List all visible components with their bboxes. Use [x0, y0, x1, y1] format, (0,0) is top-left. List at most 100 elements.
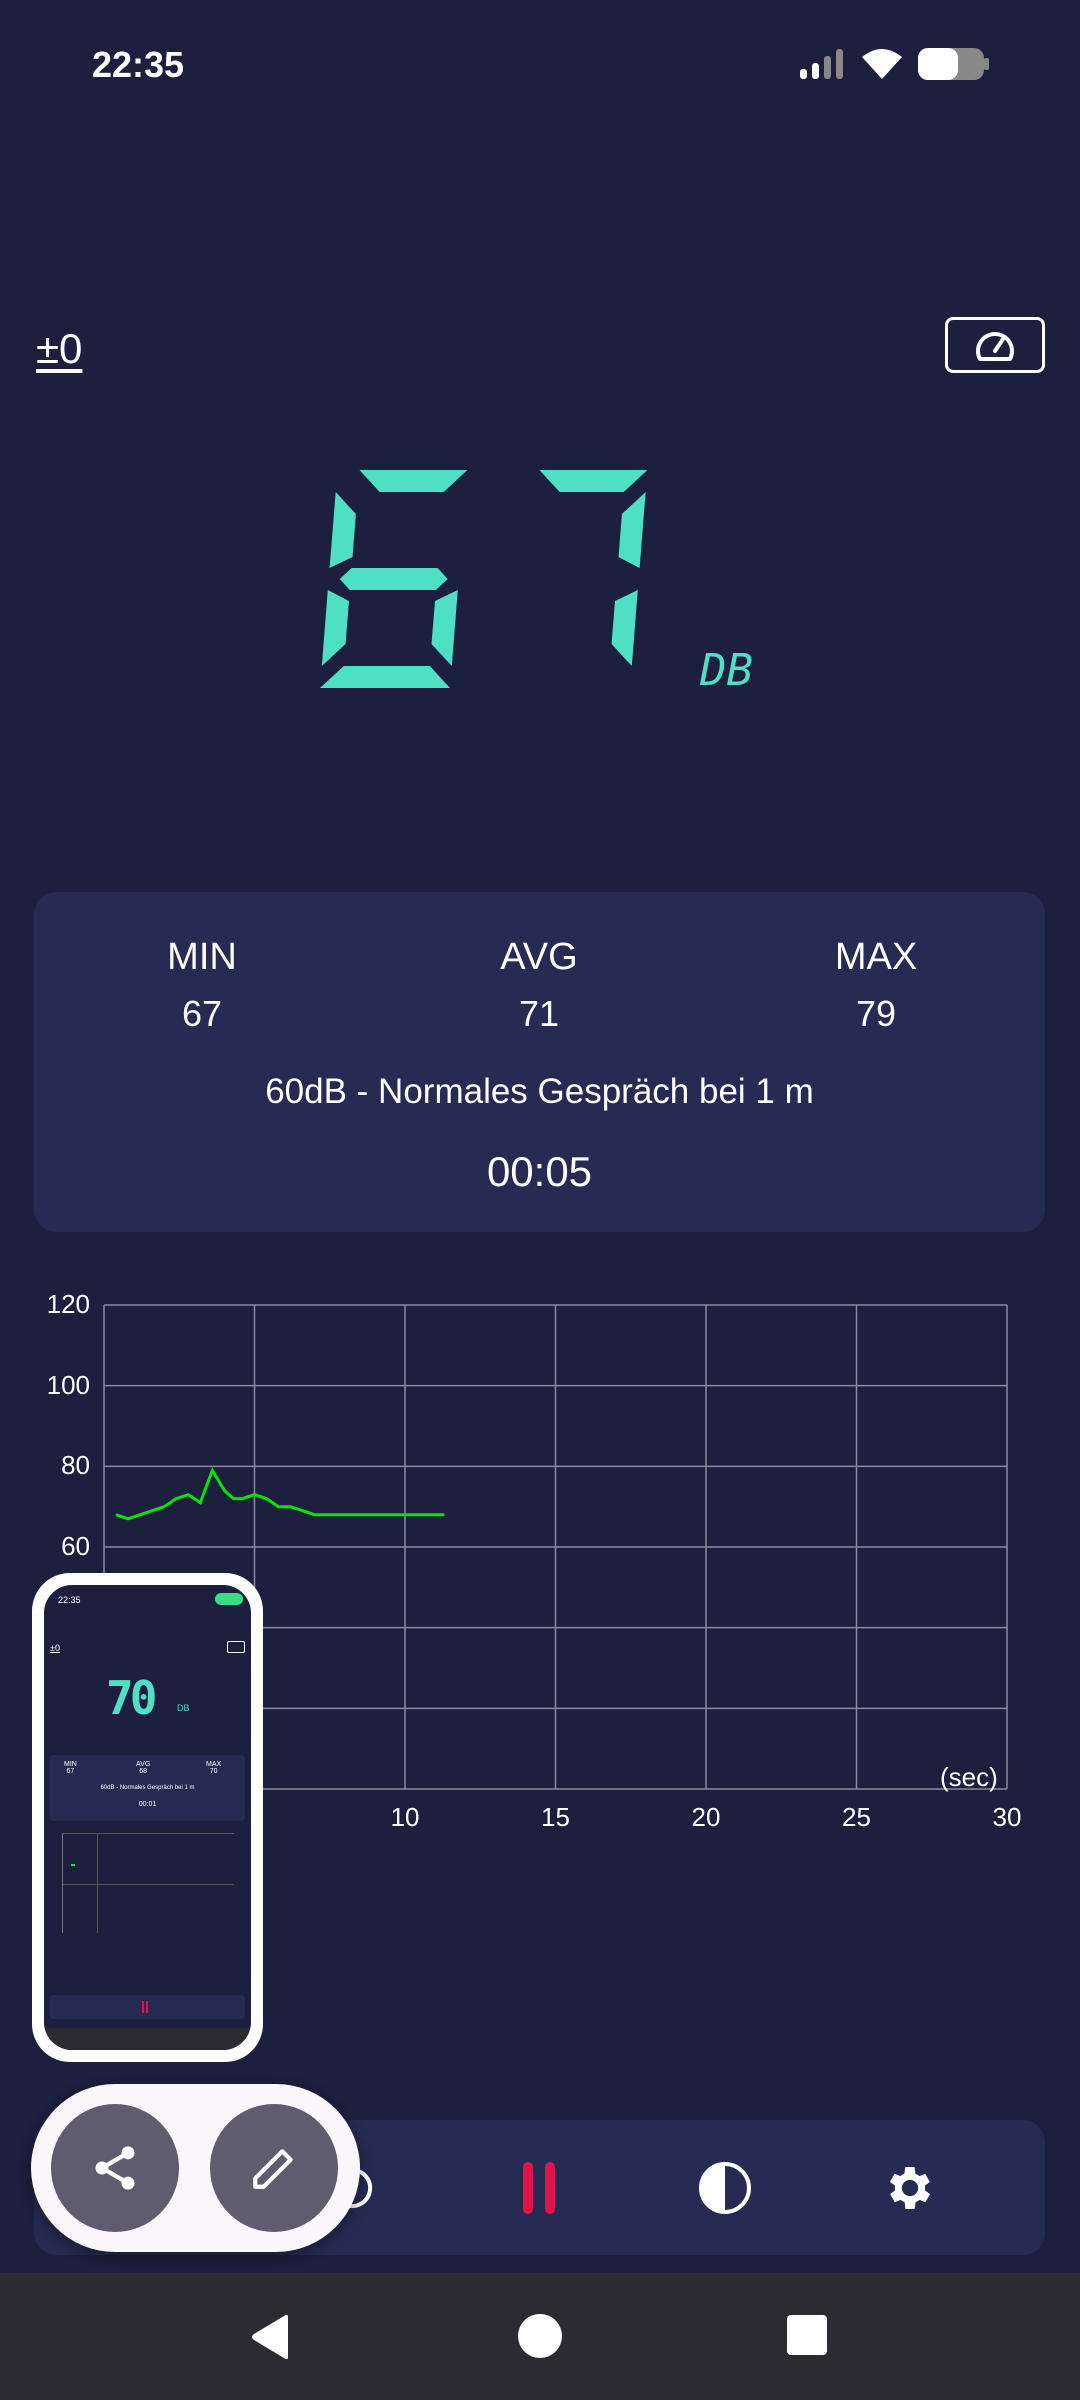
thumb-stats: MIN 67 AVG 68 MAX 70 60dB - Normales Gesprä…: [50, 1755, 245, 1821]
data-point: [127, 1518, 129, 1520]
home-icon[interactable]: [517, 2313, 563, 2359]
decibel-line: [115, 1466, 445, 1521]
elapsed-time: 00:05: [486, 1148, 593, 1195]
data-point: [413, 1514, 415, 1516]
data-point: [232, 1498, 234, 1500]
avg-value: 71: [518, 993, 560, 1034]
gauge-mode-button[interactable]: [945, 317, 1045, 373]
y-tick-label: 120: [46, 1289, 90, 1319]
status-icons: [800, 48, 990, 80]
pencil-icon: [253, 2149, 293, 2189]
thumb-avg-label: AVG: [136, 1761, 151, 1768]
settings-button[interactable]: [882, 2160, 938, 2216]
contrast-icon: [699, 2162, 751, 2214]
digit-segment: [618, 492, 646, 568]
data-point: [374, 1514, 376, 1516]
max-value: 79: [855, 993, 897, 1034]
data-point: [389, 1514, 391, 1516]
digit-segment: [321, 590, 349, 666]
x-tick-label: 25: [842, 1802, 871, 1832]
stat-avg: AVG 71: [439, 936, 639, 1035]
thumb-unit: DB: [177, 1703, 190, 1713]
share-button[interactable]: [51, 2104, 179, 2232]
thumb-avg-value: 68: [139, 1768, 148, 1775]
data-point: [163, 1506, 165, 1508]
navigation-bar: [0, 2273, 1080, 2400]
thumb-max-value: 70: [209, 1768, 218, 1775]
thumb-time: 22:35: [58, 1595, 81, 1605]
data-point: [151, 1510, 153, 1512]
data-point: [302, 1510, 304, 1512]
gear-icon: [889, 2167, 931, 2209]
digit-segment: [359, 470, 468, 492]
x-tick-label: 15: [541, 1802, 570, 1832]
data-point: [314, 1514, 316, 1516]
speedometer-icon: [976, 332, 1014, 361]
data-point: [443, 1514, 445, 1516]
data-point: [350, 1514, 352, 1516]
y-tick-label: 80: [61, 1450, 90, 1481]
thumb-offset: ±0: [50, 1643, 60, 1653]
data-point: [290, 1506, 292, 1508]
pause-button[interactable]: [511, 2160, 567, 2216]
data-point: [326, 1514, 328, 1516]
signal-icon: [800, 49, 843, 79]
thumb-description: 60dB - Normales Gespräch bei 1 m: [100, 1785, 195, 1791]
data-point: [115, 1514, 117, 1516]
digit-segment: [339, 568, 448, 590]
theme-button[interactable]: [697, 2160, 753, 2216]
data-point: [254, 1494, 255, 1496]
thumb-min-value: 67: [66, 1768, 75, 1775]
avg-label: AVG: [500, 936, 578, 978]
decibel-display: DB: [320, 470, 753, 696]
digit-segment: [329, 492, 356, 568]
wifi-icon: [862, 49, 902, 79]
stats-card: MIN 67 AVG 71 MAX 79 60dB - Normales Gesprä…: [34, 892, 1045, 1232]
data-point: [199, 1502, 201, 1504]
y-tick-label: 60: [61, 1531, 90, 1561]
x-axis-label: (sec): [940, 1762, 998, 1792]
screenshot-actions: [31, 2084, 360, 2252]
data-point: [187, 1494, 189, 1496]
digit-segment: [539, 470, 648, 492]
status-time: 22:35: [92, 44, 185, 85]
data-point: [266, 1498, 268, 1500]
thumb-elapsed: 00:01: [138, 1801, 157, 1808]
data-point: [428, 1514, 430, 1516]
decibel-unit: DB: [699, 645, 753, 696]
data-point: [362, 1514, 364, 1516]
digit-segment: [611, 590, 638, 666]
x-tick-label: 30: [992, 1802, 1022, 1832]
thumb-gauge-icon: [227, 1641, 245, 1653]
thumb-max-label: MAX: [206, 1761, 222, 1768]
calibration-offset[interactable]: ±0: [36, 325, 83, 372]
thumb-chart: [62, 1833, 234, 1933]
recents-icon[interactable]: [787, 2315, 829, 2357]
y-tick-label: 100: [46, 1369, 90, 1400]
thumb-navbar: [44, 2028, 251, 2050]
stat-min: MIN 67: [102, 936, 302, 1035]
data-point: [338, 1514, 340, 1516]
noise-description: 60dB - Normales Gespräch bei 1 m: [265, 1072, 814, 1111]
back-icon[interactable]: [248, 2313, 292, 2361]
digit-segment: [320, 666, 450, 688]
digit-segment: [431, 590, 458, 666]
thumb-value: 70: [106, 1671, 157, 1725]
battery-icon: [918, 48, 989, 80]
pause-icon: [523, 2162, 555, 2214]
thumb-min-label: MIN: [64, 1761, 77, 1768]
data-point: [401, 1514, 403, 1516]
data-point: [278, 1506, 280, 1508]
max-label: MAX: [834, 936, 918, 978]
edit-button[interactable]: [210, 2104, 338, 2232]
data-point: [139, 1514, 141, 1516]
screenshot-thumbnail[interactable]: 22:35 ±0 70 DB MIN 67 AVG 68 MAX 70 60dB - …: [32, 1573, 263, 2062]
share-icon: [95, 2146, 135, 2190]
thumb-record-indicator: [215, 1593, 243, 1605]
data-point: [211, 1469, 213, 1471]
thumb-toolbar: [50, 1995, 245, 2019]
min-label: MIN: [167, 936, 237, 978]
data-point: [223, 1490, 225, 1492]
data-point: [241, 1498, 243, 1500]
min-value: 67: [181, 993, 223, 1034]
